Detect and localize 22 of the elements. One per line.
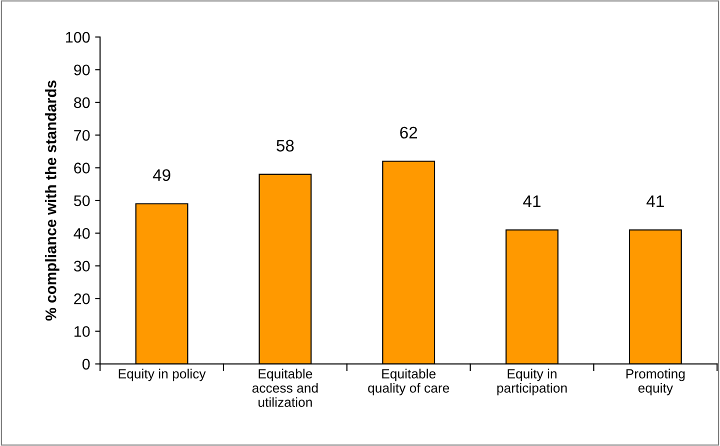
y-tick-label: 90 [74,64,90,76]
y-axis-title: % compliance with the standards [45,80,60,321]
x-tick-label: Equity in participation [497,368,567,396]
data-label: 62 [400,126,418,139]
data-label: 49 [152,169,170,182]
y-tick-label: 80 [74,97,90,108]
y-tick-label: 40 [74,228,90,239]
y-tick-label: 30 [74,260,90,272]
y-tick-label: 10 [74,326,90,337]
data-label: 58 [276,140,294,152]
x-tick-label: Promoting equity [626,368,685,396]
y-tick-label: 60 [74,162,90,174]
y-tick-label: 70 [74,130,90,141]
x-tick-label: Equity in policy [118,368,206,382]
y-tick-label: 20 [74,293,90,304]
y-tick-label: 50 [74,195,90,206]
x-tick-label: Equitable quality of care [368,368,450,396]
y-tick-label: 100 [66,32,90,43]
data-label: 41 [646,196,664,207]
data-label: 41 [523,196,540,207]
y-tick-label: 0 [82,358,90,370]
x-tick-label: Equitable access and utilization [252,368,318,407]
